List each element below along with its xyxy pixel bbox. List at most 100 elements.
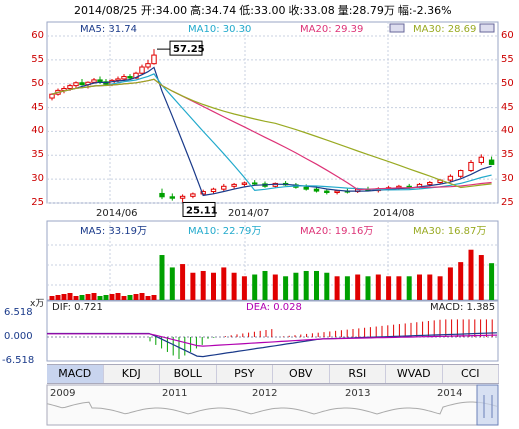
ma30-line	[51, 78, 492, 189]
candle-body	[67, 85, 73, 89]
volume-bar	[61, 294, 67, 300]
candle-body	[145, 63, 151, 68]
volume-bar	[127, 295, 133, 300]
quote-date-open: 2014/08/25 开:34.00	[74, 4, 188, 17]
volume-bar	[303, 270, 309, 300]
price-axis-label-right: 25	[501, 197, 514, 208]
price-ma5-label: MA5: 31.74	[80, 24, 138, 35]
price-axis-label-right: 30	[501, 173, 514, 185]
volume-bar	[272, 274, 278, 300]
quote-close: 收:33.08	[288, 4, 335, 17]
volume-bar	[91, 293, 97, 300]
tab-boll[interactable]: BOLL	[160, 365, 217, 383]
candle-body	[334, 190, 340, 194]
tab-obv[interactable]: OBV	[273, 365, 330, 383]
quote-change: 幅:-2.36%	[397, 4, 452, 17]
volume-bar	[365, 276, 371, 300]
volume-bar	[293, 272, 299, 300]
low-callout-box	[182, 201, 216, 217]
volume-bar	[314, 270, 319, 300]
candle-body	[468, 161, 474, 172]
tab-cci[interactable]: CCI	[443, 365, 499, 383]
volume-bar	[386, 276, 392, 300]
zoom-out-button-left[interactable]	[389, 23, 405, 33]
vol-ma20-label: MA20: 19.16万	[300, 226, 374, 237]
price-axis-label-left: 30	[31, 173, 44, 185]
candle-body	[210, 188, 217, 193]
volume-bar	[458, 262, 464, 300]
macd-dea-line	[47, 333, 498, 347]
candle-body	[252, 182, 258, 185]
tab-psy[interactable]: PSY	[217, 365, 273, 383]
price-axis-label-left: 40	[31, 125, 44, 137]
candle-body	[221, 185, 227, 190]
price-axis-label-left: 35	[31, 149, 44, 161]
volume-bar	[334, 276, 340, 300]
candle-body	[169, 196, 176, 199]
quote-high: 高:34.74	[190, 4, 237, 17]
price-axis-label-right: 40	[501, 125, 514, 137]
candle-body	[478, 156, 485, 163]
date-label-jun: 2014/06	[96, 208, 138, 219]
candle-body	[91, 79, 97, 83]
volume-bar	[417, 274, 422, 300]
volume-bar	[180, 264, 186, 300]
volume-bar	[427, 274, 433, 300]
tab-wvad[interactable]: WVAD	[386, 365, 443, 383]
price-axis-label-left: 55	[31, 53, 44, 65]
volume-bar	[324, 272, 330, 300]
candle-body	[121, 76, 127, 80]
price-axis-label-right: 35	[501, 149, 514, 161]
volume-bar	[55, 295, 61, 300]
volume-bar	[67, 293, 73, 300]
price-axis-label-left: 60	[31, 30, 44, 41]
volume-bar	[200, 270, 206, 300]
quote-volume: 量:28.79万	[337, 4, 395, 17]
volume-bar	[151, 295, 157, 300]
zoom-out-button-right[interactable]	[479, 23, 495, 33]
low-callout-text: 25.11	[186, 205, 218, 216]
macd-dea-label: DEA: 0.028	[246, 302, 302, 313]
volume-bar	[190, 272, 196, 300]
tab-macd[interactable]: MACD	[47, 365, 104, 383]
candle-body	[313, 188, 320, 192]
candle-body	[97, 79, 103, 83]
volume-bar	[355, 274, 361, 300]
ma10-line	[51, 73, 492, 192]
vol-ma30-label: MA30: 16.87万	[413, 226, 487, 237]
candle-body	[139, 66, 145, 74]
volume-bar	[159, 255, 165, 300]
volume-bar	[283, 276, 289, 300]
volume-bar	[478, 255, 484, 300]
candle-body	[190, 193, 196, 197]
volume-bar	[221, 267, 227, 300]
candle-body	[115, 78, 121, 81]
candle-body	[324, 190, 330, 194]
candle-body	[241, 182, 248, 185]
volume-bar	[262, 270, 268, 300]
price-axis-label-left: 45	[31, 101, 44, 113]
volume-panel-frame	[46, 220, 499, 301]
high-callout-text: 57.25	[173, 44, 205, 55]
volume-bar	[406, 276, 412, 300]
timeline-strip	[46, 384, 499, 426]
candle-body	[231, 183, 237, 187]
tab-rsi[interactable]: RSI	[330, 365, 386, 383]
price-axis-label-right: 55	[501, 53, 514, 65]
candle-body	[151, 54, 157, 65]
price-ma30-label: MA30: 28.69	[413, 24, 477, 35]
volume-bar	[49, 296, 55, 300]
volume-bar	[109, 294, 115, 300]
timeline-range-selector	[476, 384, 499, 426]
candle-body	[488, 159, 495, 165]
volume-bar	[73, 296, 79, 300]
volume-unit-label: x万	[30, 299, 45, 309]
candle-body	[73, 82, 79, 87]
macd-axis-mid: 0.000	[4, 331, 33, 342]
candle-body	[303, 186, 309, 190]
tab-kdj[interactable]: KDJ	[104, 365, 160, 383]
volume-bar	[115, 293, 121, 300]
price-ma20-label: MA20: 29.39	[300, 24, 364, 35]
candle-body	[127, 76, 133, 79]
